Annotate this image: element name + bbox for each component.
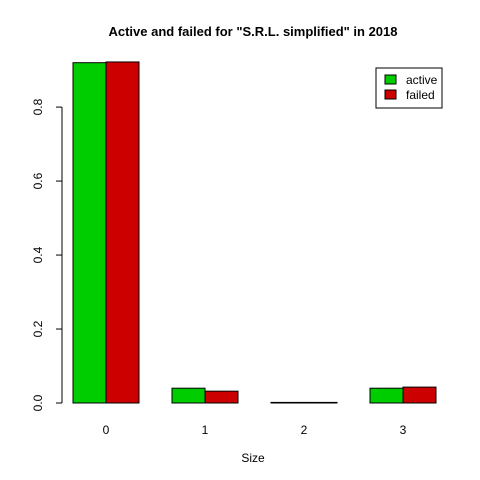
bar-active-2 [270,401,305,404]
bar-active-1 [171,387,206,404]
bar-failed-2 [303,401,338,404]
chart-title: Active and failed for "S.R.L. simplified… [108,24,397,39]
x-tick-label: 0 [103,423,110,437]
y-tick-label: 0.4 [31,246,45,263]
legend-swatch-failed [384,89,397,100]
y-tick-label: 0.6 [31,172,45,189]
x-axis-label: Size [241,451,265,465]
bar-failed-3 [402,386,437,404]
bar-failed-1 [204,390,239,404]
bar-active-0 [72,62,107,404]
y-tick-label: 0.2 [31,320,45,337]
x-tick-label: 3 [400,423,407,437]
x-tick-label: 1 [202,423,209,437]
x-tick-label: 2 [301,423,308,437]
legend-label-failed: failed [406,88,435,102]
bar-group [72,61,437,404]
y-axis: 0.0 0.2 0.4 0.6 0.8 [31,98,63,411]
legend-swatch-active [384,74,397,85]
x-axis-ticks: 0 1 2 3 [103,423,407,437]
bar-failed-0 [105,61,140,404]
bar-active-3 [369,387,404,404]
y-tick-label: 0.8 [31,98,45,115]
legend-label-active: active [406,73,438,87]
y-tick-label: 0.0 [31,394,45,411]
